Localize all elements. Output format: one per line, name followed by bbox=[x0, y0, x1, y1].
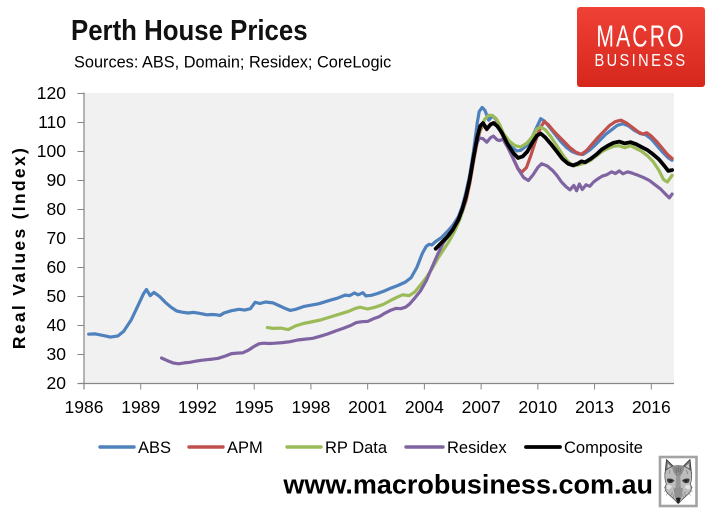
svg-text:1989: 1989 bbox=[121, 397, 160, 417]
svg-text:100: 100 bbox=[37, 141, 66, 161]
svg-text:80: 80 bbox=[47, 199, 67, 219]
svg-text:2013: 2013 bbox=[575, 397, 614, 417]
svg-text:Real Values (Index): Real Values (Index) bbox=[9, 146, 29, 349]
svg-text:BUSINESS: BUSINESS bbox=[594, 51, 687, 71]
svg-text:1986: 1986 bbox=[65, 397, 104, 417]
svg-text:20: 20 bbox=[47, 373, 67, 393]
svg-text:1992: 1992 bbox=[178, 397, 217, 417]
svg-text:2010: 2010 bbox=[518, 397, 557, 417]
svg-text:ABS: ABS bbox=[138, 439, 171, 457]
svg-text:70: 70 bbox=[47, 228, 67, 248]
svg-text:60: 60 bbox=[47, 257, 67, 277]
svg-text:www.macrobusiness.com.au: www.macrobusiness.com.au bbox=[282, 470, 653, 500]
svg-text:2007: 2007 bbox=[462, 397, 501, 417]
svg-text:90: 90 bbox=[47, 170, 67, 190]
svg-text:Perth House Prices: Perth House Prices bbox=[71, 14, 308, 47]
svg-text:40: 40 bbox=[47, 315, 67, 335]
svg-text:MACRO: MACRO bbox=[596, 18, 685, 53]
svg-text:Composite: Composite bbox=[564, 439, 643, 457]
svg-text:110: 110 bbox=[38, 112, 66, 132]
svg-text:APM: APM bbox=[227, 439, 263, 457]
svg-text:2004: 2004 bbox=[405, 397, 444, 417]
svg-text:1995: 1995 bbox=[235, 397, 274, 417]
svg-text:1998: 1998 bbox=[291, 397, 330, 417]
svg-text:2016: 2016 bbox=[632, 397, 671, 417]
svg-text:30: 30 bbox=[47, 344, 67, 364]
svg-text:Sources: ABS, Domain; Residex;: Sources: ABS, Domain; Residex; CoreLogic bbox=[74, 52, 391, 71]
svg-text:RP Data: RP Data bbox=[325, 439, 388, 457]
svg-text:2001: 2001 bbox=[348, 397, 387, 417]
svg-text:50: 50 bbox=[47, 286, 67, 306]
svg-text:Residex: Residex bbox=[447, 439, 507, 457]
svg-text:120: 120 bbox=[37, 83, 66, 103]
